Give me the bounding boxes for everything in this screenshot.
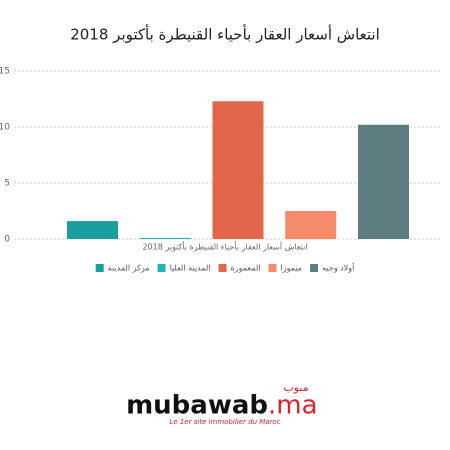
y-tick-label: 10 [0,123,10,133]
logo-suffix: .ma [268,391,318,421]
bar [358,124,409,239]
legend-label: مركز المدينة [108,264,150,273]
y-tick-label: 15 [0,67,10,77]
chart-title: انتعاش أسعار العقار بأحياء القنيطرة بأكت… [70,24,380,44]
y-tick-label: 5 [4,179,10,189]
logo-name: mubawab [126,391,268,421]
legend-label: المدينة العليا [170,264,211,273]
legend-swatch [157,264,166,272]
legend-label: المعمورة [231,264,261,273]
legend-swatch [218,264,227,272]
legend-swatch [310,264,319,272]
legend-label: أولاد وجيه [322,263,354,273]
logo: مبوب mubawab .ma Le 1er site immobilier … [126,381,317,426]
bar [139,237,191,239]
logo-tagline: Le 1er site immobilier du Maroc [169,418,280,426]
legend-swatch [268,264,277,272]
bar [212,101,264,240]
bar [285,211,337,239]
x-tick-label: انتعاش أسعار العقار بأحياء القنيطرة بأكت… [142,241,307,252]
bar [67,221,118,239]
logo-arabic: مبوب [283,381,308,394]
legend-swatch [95,264,104,272]
legend-label: ميموزا [281,264,303,273]
y-tick-label: 0 [4,235,10,245]
